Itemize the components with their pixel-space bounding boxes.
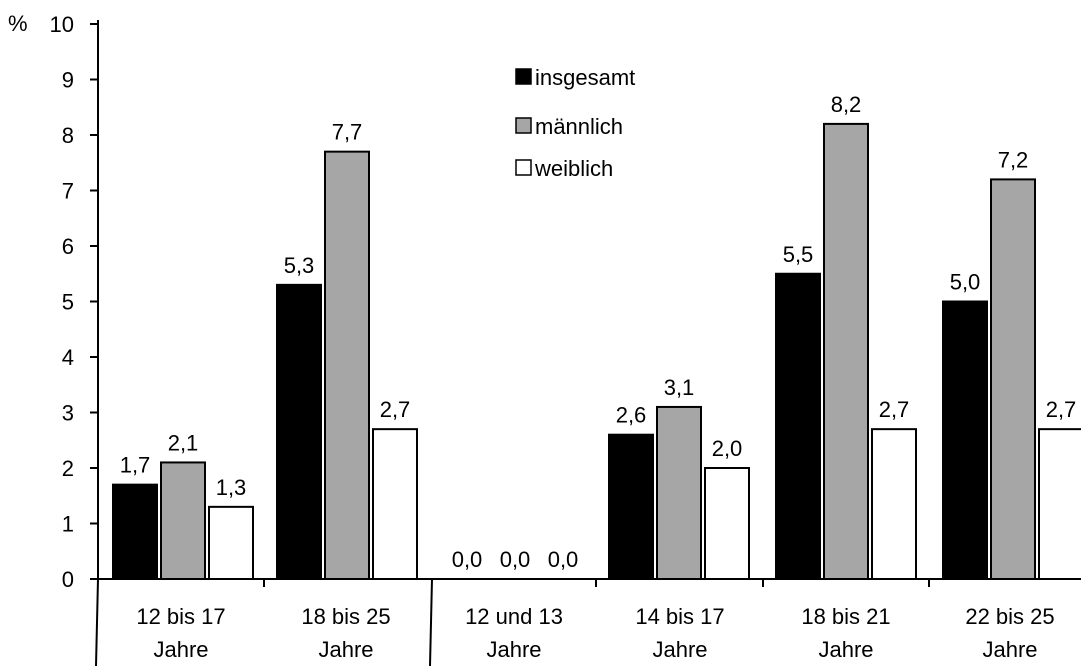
bar-insgesamt: [608, 433, 654, 581]
axes: [95, 20, 1081, 666]
data-label: 7,7: [332, 120, 363, 145]
bar-weiblich: [372, 428, 418, 580]
data-label: 5,3: [284, 253, 315, 278]
bar-insgesamt: [276, 283, 322, 580]
data-label: 2,1: [168, 430, 199, 455]
y-axis-ticks: 0 1 2 3 4 5 6 7 8 9 10: [50, 12, 98, 592]
y-axis-unit-label: %: [8, 11, 28, 36]
data-label: 1,3: [216, 475, 247, 500]
bar-insgesamt: [112, 483, 158, 580]
data-labels: 1,7 5,3 0,0 2,6 5,5 5,0 2,1 7,7 0,0 3,1 8,2 7,2 1,3 2…: [120, 92, 1077, 572]
data-label: 2,7: [879, 397, 910, 422]
bar-insgesamt: [775, 272, 821, 580]
legend-swatch-insgesamt: [515, 68, 532, 85]
category-label: 18 bis 25: [301, 604, 390, 629]
bar-weiblich: [871, 428, 917, 580]
data-label: 1,7: [120, 453, 151, 478]
legend-label: männlich: [535, 114, 623, 139]
y-tick-label: 10: [50, 12, 74, 37]
category-label: Jahre: [153, 637, 208, 662]
y-tick-label: 7: [62, 179, 74, 204]
data-label: 2,7: [1046, 397, 1077, 422]
bar-männlich: [324, 150, 370, 580]
bar-weiblich: [704, 467, 750, 580]
y-tick-label: 4: [62, 345, 74, 370]
data-label: 8,2: [831, 92, 862, 117]
legend-label: insgesamt: [535, 65, 635, 90]
legend-swatch-männlich: [515, 117, 532, 134]
category-label: 22 bis 25: [965, 604, 1054, 629]
bar-weiblich: [208, 505, 254, 581]
bars: [112, 122, 1081, 581]
category-label: 12 und 13: [465, 604, 563, 629]
data-label: 5,0: [950, 270, 981, 295]
y-tick-label: 3: [62, 401, 74, 426]
category-label: 18 bis 21: [801, 604, 890, 629]
legend: insgesamt männlich weiblich: [515, 65, 635, 181]
y-tick-label: 0: [62, 567, 74, 592]
bar-weiblich: [1038, 428, 1081, 580]
y-tick-label: 9: [62, 68, 74, 93]
data-label: 5,5: [783, 242, 814, 267]
y-tick-label: 1: [62, 512, 74, 537]
bar-männlich: [823, 122, 869, 581]
data-label: 2,0: [712, 436, 743, 461]
data-label: 0,0: [452, 547, 483, 572]
y-tick-label: 8: [62, 123, 74, 148]
category-label: Jahre: [818, 637, 873, 662]
category-label: Jahre: [982, 637, 1037, 662]
category-labels: 12 bis 17 Jahre 18 bis 25 Jahre 12 und 13 Jah…: [136, 604, 1054, 662]
category-label: Jahre: [652, 637, 707, 662]
category-label: 14 bis 17: [635, 604, 724, 629]
data-label: 3,1: [664, 375, 695, 400]
category-label: Jahre: [486, 637, 541, 662]
category-label: Jahre: [318, 637, 373, 662]
bar-insgesamt: [942, 300, 988, 580]
bar-männlich: [990, 178, 1036, 580]
y-tick-label: 6: [62, 234, 74, 259]
data-label: 0,0: [548, 547, 579, 572]
group-separator: [429, 578, 433, 666]
data-label: 2,6: [616, 403, 647, 428]
bar-männlich: [656, 405, 702, 581]
legend-label: weiblich: [534, 156, 613, 181]
y-tick-label: 2: [62, 456, 74, 481]
data-label: 0,0: [500, 547, 531, 572]
data-label: 7,2: [998, 147, 1029, 172]
bar-männlich: [160, 461, 206, 581]
category-label: 12 bis 17: [136, 604, 225, 629]
group-separator: [95, 578, 99, 666]
legend-swatch-weiblich: [515, 159, 532, 176]
data-label: 2,7: [380, 397, 411, 422]
y-tick-label: 5: [62, 290, 74, 315]
